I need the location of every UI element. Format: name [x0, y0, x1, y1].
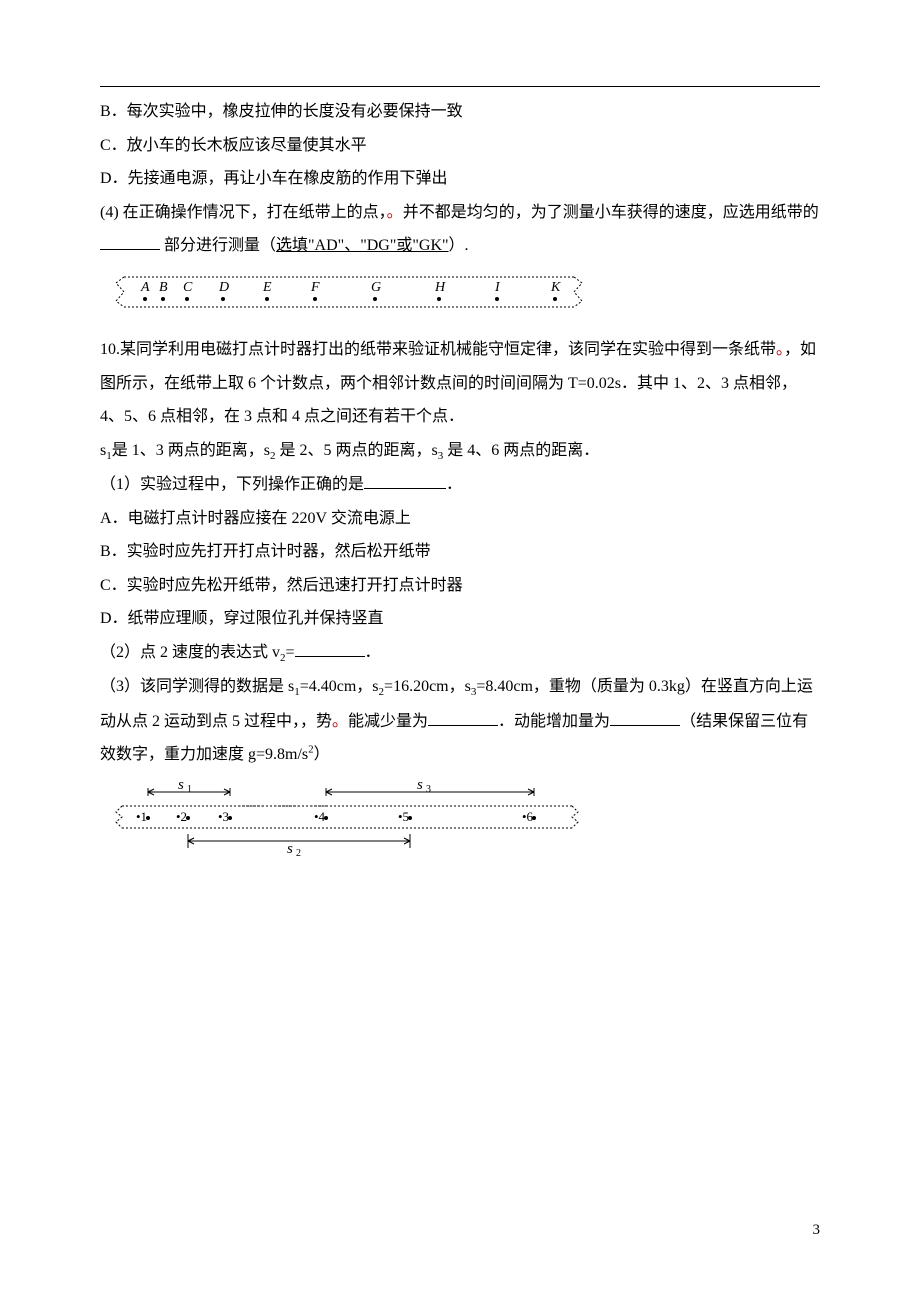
q10-intro-a: 10.某同学利用电磁打点计时器打出的纸带来验证机械能守恒定律，该同学在实验中得到… — [100, 341, 776, 358]
q10-p2-a: （2）点 2 速度的表达式 v — [100, 644, 280, 661]
svg-text:2: 2 — [296, 848, 301, 859]
q10-p1-text: （1）实验过程中，下列操作正确的是 — [100, 476, 364, 493]
svg-text:•1: •1 — [136, 809, 147, 824]
svg-text:D: D — [218, 280, 229, 295]
q4-lead: (4) 在正确操作情况下，打在纸带上的点， — [100, 204, 387, 221]
svg-text:K: K — [550, 280, 561, 295]
page-number: 3 — [813, 1215, 821, 1247]
sub-3: 3 — [438, 450, 444, 462]
svg-text:C: C — [183, 280, 193, 295]
q10-option-c: C．实验时应先松开纸带，然后迅速打开打点计时器 — [100, 569, 820, 603]
s-def-1: 是 1、3 两点的距离，s — [112, 442, 270, 459]
q10-p3-a: （3）该同学测得的数据是 s — [100, 678, 294, 695]
q4-choices: 选填"AD"、"DG"或"GK" — [276, 237, 449, 254]
q10-p2-tail: ． — [365, 644, 381, 661]
q10-intro: 10.某同学利用电磁打点计时器打出的纸带来验证机械能守恒定律，该同学在实验中得到… — [100, 333, 820, 434]
q4-tail1: 部分进行测量（ — [164, 237, 276, 254]
option-b: B．每次实验中，橡皮拉伸的长度没有必要保持一致 — [100, 95, 820, 129]
svg-text:3: 3 — [426, 784, 431, 795]
q10-p3-b: =4.40cm，s — [300, 678, 379, 695]
q10-p3-c: =16.20cm，s — [384, 678, 471, 695]
sub-2: 2 — [270, 450, 276, 462]
header-rule — [100, 86, 820, 87]
q10-p3-e: 能减少量为 — [348, 713, 428, 730]
q10-option-a: A．电磁打点计时器应接在 220V 交流电源上 — [100, 502, 820, 536]
svg-text:1: 1 — [187, 784, 192, 795]
svg-text:•3: •3 — [218, 809, 229, 824]
svg-text:H: H — [434, 280, 446, 295]
svg-text:F: F — [310, 280, 320, 295]
q10-option-d: D．纸带应理顺，穿过限位孔并保持竖直 — [100, 602, 820, 636]
tape-figure-1: ABC D E F G H I K — [112, 269, 820, 315]
tape-figure-2: •1•2•3 •4•5•6 s1 s3 s2 — [112, 778, 820, 860]
q10-s-def: s1是 1、3 两点的距离，s2 是 2、5 两点的距离，s3 是 4、6 两点… — [100, 434, 820, 468]
q4-mid: 并不都是均匀的，为了测量小车获得的速度，应选用纸带的 — [403, 204, 819, 221]
s-def-2: 是 2、5 两点的距离，s — [279, 442, 437, 459]
svg-text:s: s — [178, 778, 184, 793]
q10-p3-blank2[interactable] — [610, 710, 680, 726]
svg-text:•5: •5 — [398, 809, 409, 824]
option-d: D．先接通电源，再让小车在橡皮筋的作用下弹出 — [100, 162, 820, 196]
q10-p3-f: ．动能增加量为 — [498, 713, 610, 730]
revision-dot-3: 。 — [332, 713, 348, 730]
svg-text:E: E — [262, 280, 272, 295]
q10-p2-blank[interactable] — [295, 641, 365, 657]
svg-text:•4: •4 — [314, 809, 326, 824]
svg-text:s: s — [417, 778, 423, 793]
q10-p3-blank1[interactable] — [428, 710, 498, 726]
q10-p2-b: = — [286, 644, 295, 661]
svg-text:B: B — [159, 280, 168, 295]
q10-option-b: B．实验时应先打开打点计时器，然后松开纸带 — [100, 535, 820, 569]
option-c: C．放小车的长木板应该尽量使其水平 — [100, 129, 820, 163]
svg-text:G: G — [371, 280, 381, 295]
q10-p1-tail: ． — [446, 476, 462, 493]
q4-text: (4) 在正确操作情况下，打在纸带上的点，。并不都是均匀的，为了测量小车获得的速… — [100, 196, 820, 263]
s-def-3: 是 4、6 两点的距离． — [447, 442, 599, 459]
q10-p3-h: ） — [314, 746, 330, 763]
q10-p1: （1）实验过程中，下列操作正确的是 ． — [100, 468, 820, 502]
svg-text:I: I — [494, 280, 501, 295]
svg-text:A: A — [140, 280, 150, 295]
q4-blank[interactable] — [100, 234, 160, 250]
q10-p2: （2）点 2 速度的表达式 v2=． — [100, 636, 820, 670]
svg-text:s: s — [287, 841, 293, 857]
svg-text:•2: •2 — [176, 809, 187, 824]
q4-tail2: ）. — [449, 237, 469, 254]
revision-dot-1: 。 — [387, 204, 403, 221]
q10-p3: （3）该同学测得的数据是 s1=4.40cm，s2=16.20cm，s3=8.4… — [100, 670, 820, 771]
revision-dot-2: 。 — [776, 341, 784, 358]
q10-p1-blank[interactable] — [364, 473, 446, 489]
svg-text:•6: •6 — [522, 809, 534, 824]
